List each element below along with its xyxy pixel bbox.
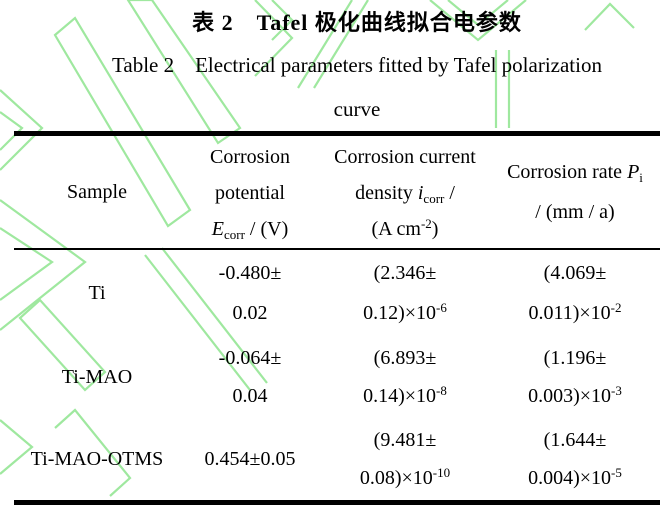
sample-label: Ti-MAO (61, 365, 133, 388)
cell-current-density: (9.481± 0.08)×10-10 (359, 428, 451, 489)
cell-potential: -0.064± 0.04 (218, 346, 282, 407)
cell-corrosion-rate: (1.196± 0.003)×10-3 (528, 346, 622, 407)
header-corrosion-current: Corrosion current density icorr / (A cm-… (320, 136, 490, 248)
cell-current-density: (2.346± 0.12)×10-6 (363, 261, 447, 324)
parameters-table: Sample Corrosion potential Ecorr / (V) C… (14, 131, 660, 505)
table-row-ti: Ti -0.480± 0.02 (2.346± 0.12)×10-6 (4.06… (14, 250, 660, 336)
header-corrosion-potential: Corrosion potential Ecorr / (V) (180, 136, 320, 248)
cell-corrosion-rate: (4.069± 0.011)×10-2 (528, 261, 622, 324)
header-current-unit: (A cm-2) (371, 216, 439, 240)
table-caption-en-line2: curve (333, 97, 381, 121)
header-sample: Sample (14, 136, 180, 248)
table-caption-en-line1: Table 2 Electrical parameters fitted by … (112, 53, 602, 77)
header-current-line1: Corrosion current (334, 146, 476, 168)
cell-potential: -0.480± 0.02 (218, 261, 282, 324)
sample-label: Ti (88, 281, 106, 304)
cell-current-density: (6.893± 0.14)×10-8 (363, 346, 447, 407)
sample-label: Ti-MAO-OTMS (30, 447, 164, 470)
cell-sample: Ti-MAO-OTMS (14, 418, 180, 500)
header-potential-unit: Ecorr / (V) (211, 218, 289, 242)
header-sample-label: Sample (67, 180, 127, 203)
table-header-row: Sample Corrosion potential Ecorr / (V) C… (14, 136, 660, 250)
cell-sample: Ti (14, 250, 180, 336)
cell-potential: 0.454±0.05 (204, 447, 296, 470)
header-current-line2: density icorr / (355, 182, 455, 206)
cell-sample: Ti-MAO (14, 336, 180, 418)
table-row-ti-mao-otms: Ti-MAO-OTMS 0.454±0.05 (9.481± 0.08)×10-… (14, 418, 660, 500)
header-potential-line2: potential (215, 182, 285, 204)
table-row-ti-mao: Ti-MAO -0.064± 0.04 (6.893± 0.14)×10-8 (… (14, 336, 660, 418)
table-caption-zh: 表 2 Tafel 极化曲线拟合电参数 (192, 10, 522, 35)
header-corrosion-rate: Corrosion rate Pi / (mm / a) (490, 136, 660, 248)
header-rate-line1: Corrosion rate Pi (507, 161, 643, 185)
cell-corrosion-rate: (1.644± 0.004)×10-5 (528, 428, 622, 489)
header-potential-line1: Corrosion (210, 146, 290, 168)
header-rate-unit: / (mm / a) (535, 201, 615, 223)
